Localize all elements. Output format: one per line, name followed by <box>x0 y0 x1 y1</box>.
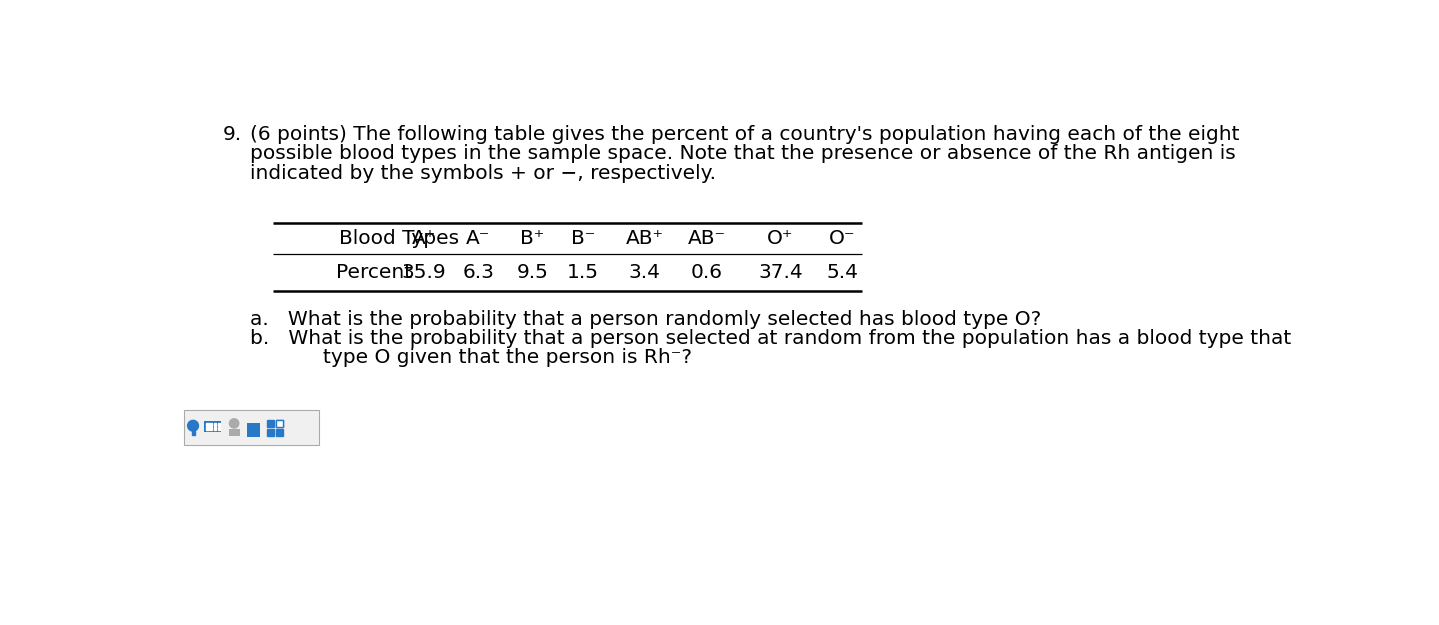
Text: Blood Types: Blood Types <box>338 229 459 248</box>
Text: 3.4: 3.4 <box>629 263 661 282</box>
Text: 9.5: 9.5 <box>517 263 548 282</box>
Bar <box>206 423 209 426</box>
Bar <box>268 421 275 428</box>
Text: 37.4: 37.4 <box>758 263 803 282</box>
Bar <box>276 429 283 436</box>
Bar <box>210 423 213 426</box>
Text: possible blood types in the sample space. Note that the presence or absence of t: possible blood types in the sample space… <box>249 144 1235 163</box>
Text: A⁺: A⁺ <box>412 229 436 248</box>
Text: b.   What is the probability that a person selected at random from the populatio: b. What is the probability that a person… <box>249 329 1291 348</box>
Text: 5.4: 5.4 <box>826 263 859 282</box>
Text: 9.: 9. <box>223 125 242 144</box>
Text: a.   What is the probability that a person randomly selected has blood type O?: a. What is the probability that a person… <box>249 310 1040 329</box>
Text: (6 points) The following table gives the percent of a country's population havin: (6 points) The following table gives the… <box>249 125 1239 144</box>
Bar <box>217 428 220 429</box>
Text: 0.6: 0.6 <box>691 263 722 282</box>
FancyBboxPatch shape <box>184 410 319 444</box>
Circle shape <box>187 421 199 431</box>
Text: B⁻: B⁻ <box>571 229 596 248</box>
Text: AB⁻: AB⁻ <box>688 229 725 248</box>
Bar <box>214 423 216 426</box>
Text: O⁺: O⁺ <box>767 229 794 248</box>
FancyBboxPatch shape <box>248 422 259 436</box>
FancyBboxPatch shape <box>229 429 239 436</box>
Bar <box>214 428 216 429</box>
Circle shape <box>229 419 239 428</box>
Bar <box>276 421 283 428</box>
Bar <box>276 421 283 428</box>
Text: 35.9: 35.9 <box>401 263 446 282</box>
FancyBboxPatch shape <box>204 421 222 432</box>
Text: B⁺: B⁺ <box>521 229 544 248</box>
Bar <box>217 423 220 426</box>
Text: A⁻: A⁻ <box>466 229 491 248</box>
Text: type O given that the person is Rh⁻?: type O given that the person is Rh⁻? <box>324 348 692 368</box>
Bar <box>210 428 213 429</box>
Text: AB⁺: AB⁺ <box>626 229 663 248</box>
Text: O⁻: O⁻ <box>829 229 856 248</box>
Text: 1.5: 1.5 <box>567 263 599 282</box>
Text: 6.3: 6.3 <box>462 263 494 282</box>
Text: indicated by the symbols + or −, respectively.: indicated by the symbols + or −, respect… <box>249 164 715 182</box>
Bar <box>206 428 209 429</box>
Bar <box>191 431 194 435</box>
Text: Percent: Percent <box>335 263 412 282</box>
Bar <box>268 429 275 436</box>
